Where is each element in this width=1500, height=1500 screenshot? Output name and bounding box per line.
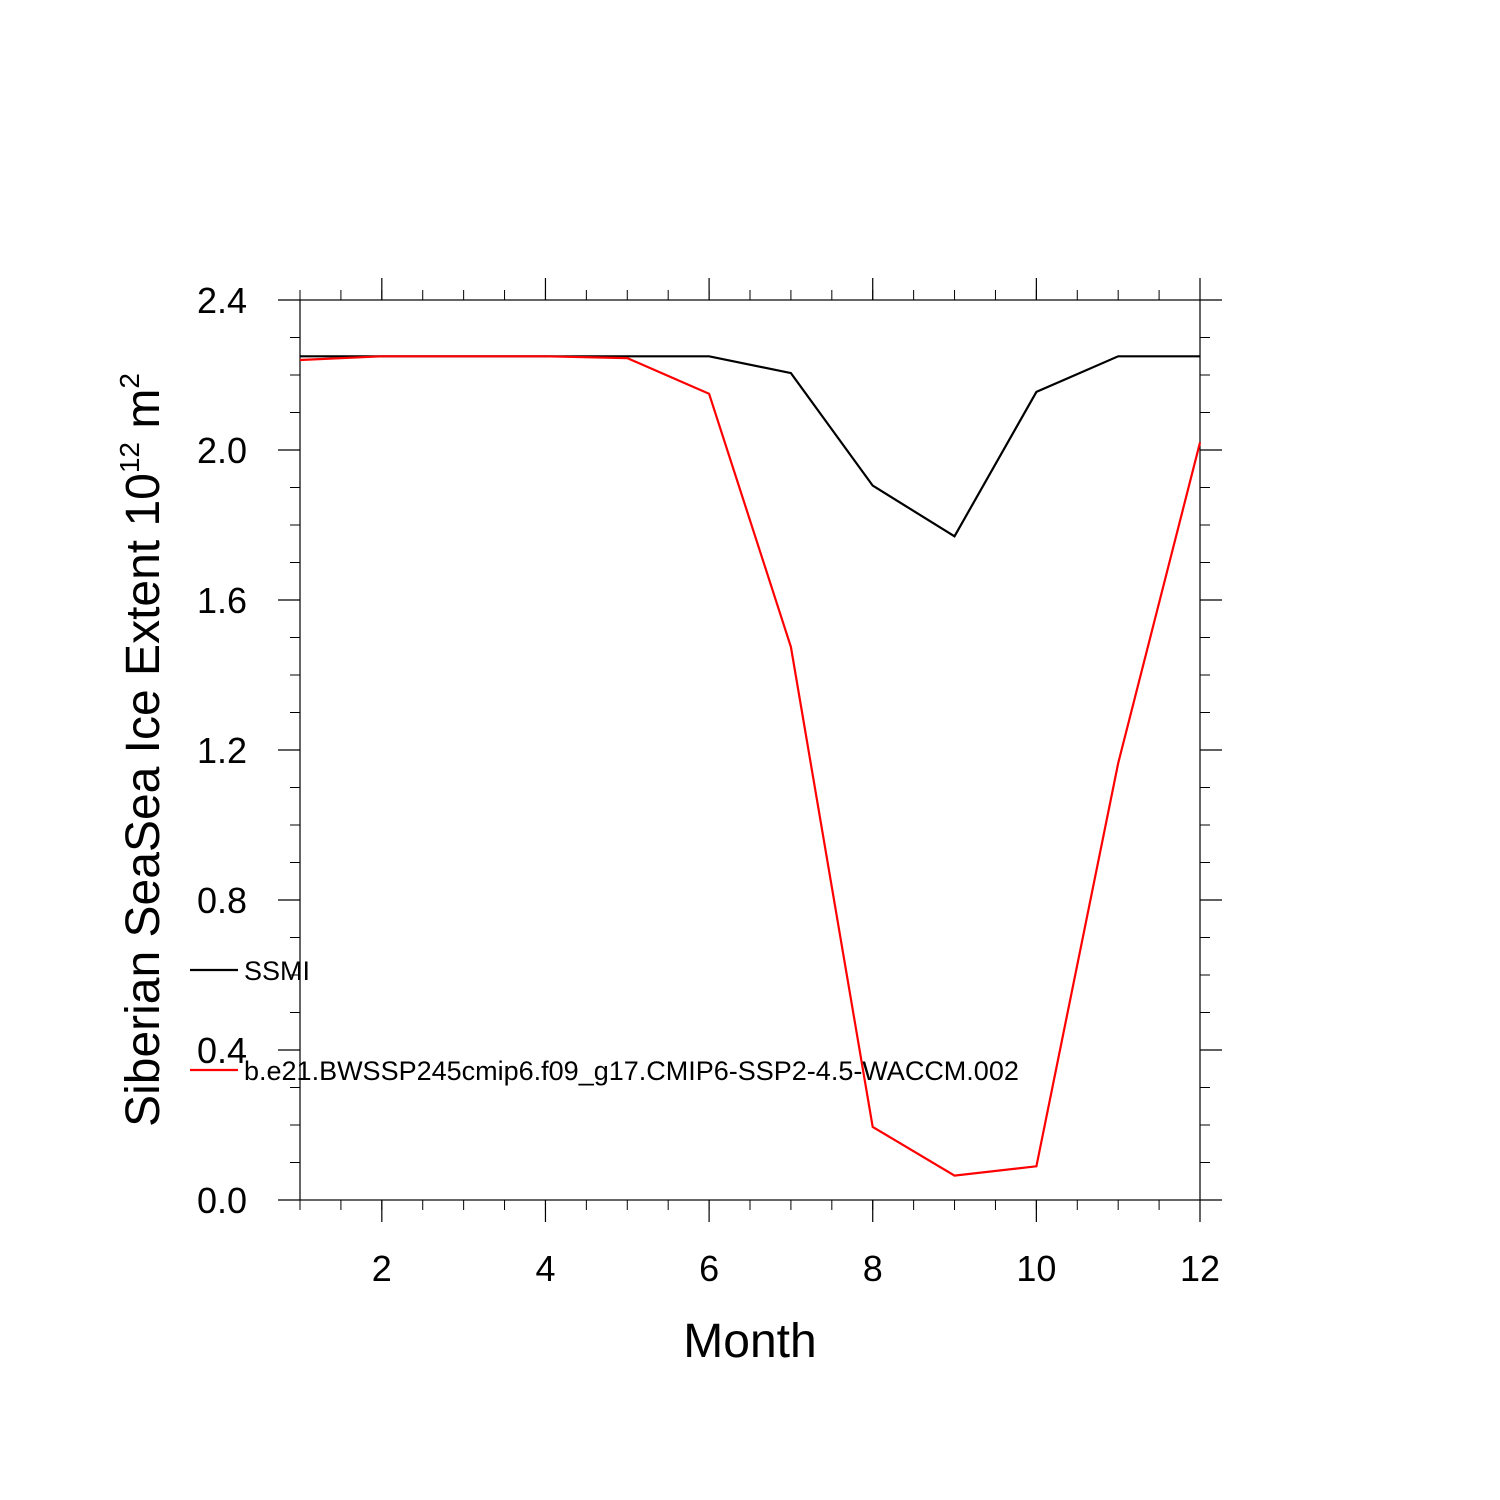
y-tick-label: 1.6 — [197, 580, 247, 621]
y-tick-label: 2.4 — [197, 280, 247, 321]
y-axis-title-unit: m — [117, 389, 170, 442]
x-tick-label: 4 — [535, 1248, 555, 1289]
x-tick-label: 10 — [1016, 1248, 1056, 1289]
legend: SSMI b.e21.BWSSP245cmip6.f09_g17.CMIP6-SS… — [190, 956, 1019, 1086]
y-tick-labels: 0.0 0.4 0.8 1.2 1.6 2.0 2.4 — [197, 280, 247, 1221]
plot-frame — [299, 299, 1201, 1201]
y-tick-label: 1.2 — [197, 730, 247, 771]
series-lines — [299, 355, 1202, 1177]
major-ticks — [278, 278, 1222, 1222]
y-tick-label: 0.0 — [197, 1180, 247, 1221]
y-axis-title-exponent: 12 — [114, 442, 145, 473]
y-axis-title-main: Siberian SeaSea Ice Extent 10 — [117, 473, 170, 1127]
x-tick-label: 2 — [372, 1248, 392, 1289]
y-axis-title: Siberian SeaSea Ice Extent 1012 m2 — [114, 373, 170, 1127]
y-tick-label: 0.8 — [197, 880, 247, 921]
legend-label: SSMI — [244, 956, 310, 986]
x-tick-label: 6 — [699, 1248, 719, 1289]
x-tick-label: 12 — [1180, 1248, 1220, 1289]
legend-label: b.e21.BWSSP245cmip6.f09_g17.CMIP6-SSP2-4… — [244, 1056, 1019, 1086]
series-line-2 — [299, 355, 1202, 1177]
y-tick-label: 2.0 — [197, 430, 247, 471]
y-tick-label: 0.4 — [197, 1030, 247, 1071]
y-axis-title-unit-exponent: 2 — [114, 373, 145, 389]
x-axis-title: Month — [683, 1315, 816, 1368]
x-tick-label: 8 — [863, 1248, 883, 1289]
x-tick-labels: 2 4 6 8 10 12 — [372, 1248, 1220, 1289]
